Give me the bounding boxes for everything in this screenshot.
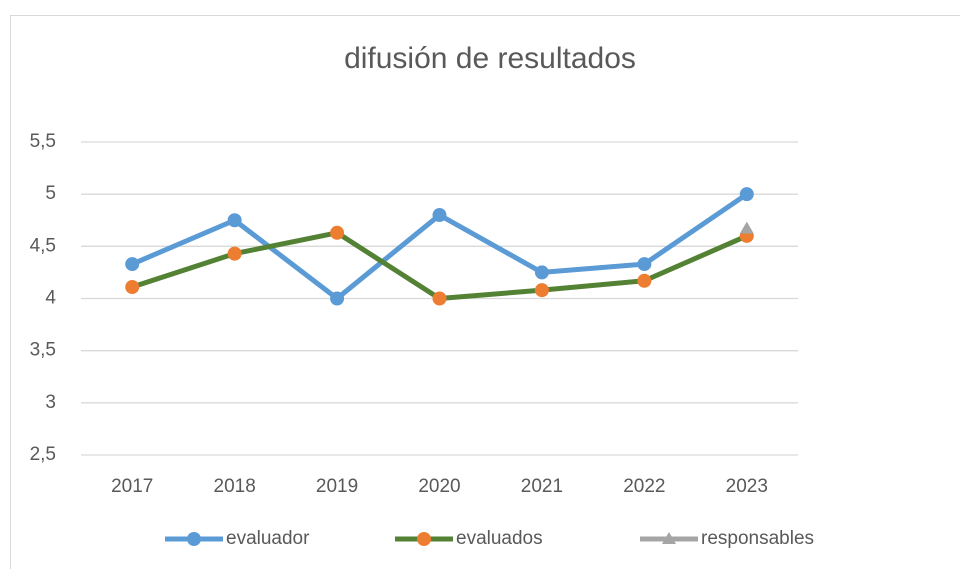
- y-tick-label: 4: [45, 288, 56, 309]
- data-point: [330, 291, 345, 306]
- data-point: [637, 273, 652, 288]
- x-tick-label: 2020: [418, 476, 460, 497]
- data-point: [125, 257, 140, 272]
- y-tick-label: 3: [45, 392, 56, 413]
- legend-marker: [417, 532, 431, 546]
- legend-marker: [662, 532, 676, 544]
- x-tick-label: 2023: [726, 476, 768, 497]
- x-tick-label: 2019: [316, 476, 358, 497]
- data-point: [534, 283, 549, 298]
- data-point: [330, 225, 345, 240]
- data-point: [227, 213, 242, 228]
- x-tick-label: 2021: [521, 476, 563, 497]
- data-point: [637, 257, 652, 272]
- data-point: [739, 221, 754, 234]
- x-tick-label: 2017: [111, 476, 153, 497]
- y-tick-label: 4,5: [30, 235, 56, 256]
- legend-label: evaluador: [226, 528, 310, 549]
- data-point: [432, 291, 447, 306]
- legend-marker: [187, 532, 201, 546]
- data-point: [534, 265, 549, 280]
- data-point: [432, 208, 447, 223]
- y-tick-label: 5,5: [30, 131, 56, 152]
- x-tick-label: 2022: [623, 476, 665, 497]
- y-tick-label: 5: [45, 183, 56, 204]
- legend-label: responsables: [701, 528, 814, 549]
- x-tick-label: 2018: [214, 476, 256, 497]
- data-point: [125, 280, 140, 295]
- data-point: [739, 187, 754, 202]
- y-tick-label: 3,5: [30, 340, 56, 361]
- legend-label: evaluados: [456, 528, 543, 549]
- chart-title: difusión de resultados: [344, 42, 636, 75]
- data-point: [227, 246, 242, 261]
- y-tick-label: 2,5: [30, 444, 56, 465]
